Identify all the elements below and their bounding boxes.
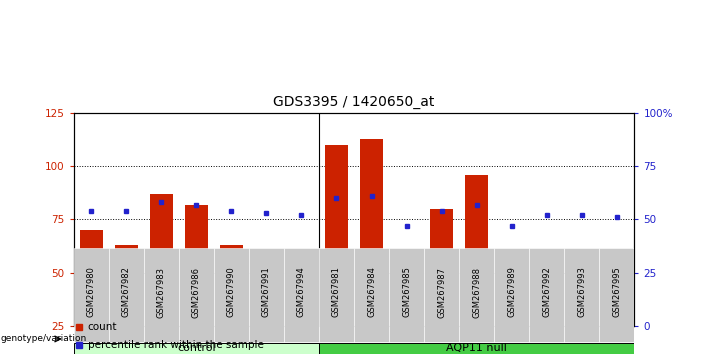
Text: GSM267987: GSM267987 [437,267,446,318]
Text: GSM267990: GSM267990 [227,267,236,318]
Bar [430,209,453,326]
Bar [360,139,383,326]
Bar [325,145,348,326]
Text: GSM267982: GSM267982 [122,267,130,318]
Bar [564,248,599,342]
Bar [501,324,523,326]
Bar [109,248,144,342]
Bar [494,248,529,342]
Text: AQP11 null: AQP11 null [447,343,507,353]
Text: GSM267986: GSM267986 [192,267,200,318]
Bar [284,248,319,342]
Bar [144,248,179,342]
Bar [179,248,214,342]
Text: GSM267993: GSM267993 [578,267,586,318]
Bar [599,248,634,342]
Bar [185,205,207,326]
Text: genotype/variation: genotype/variation [1,335,87,343]
Text: GSM267981: GSM267981 [332,267,341,318]
Text: GSM267983: GSM267983 [157,267,165,318]
Bar [74,248,109,342]
Bar [606,302,628,326]
Text: count: count [88,322,117,332]
Bar [354,248,389,342]
Bar [74,343,319,354]
Text: GSM267988: GSM267988 [472,267,481,318]
Bar [290,307,313,326]
Text: percentile rank within the sample: percentile rank within the sample [88,340,264,350]
Bar [424,248,459,342]
Text: GSM267985: GSM267985 [402,267,411,318]
Bar [536,281,558,326]
Bar [115,245,137,326]
Bar [249,248,284,342]
Bar [571,281,593,326]
Bar [395,324,418,326]
Bar [255,266,278,326]
Text: control: control [177,343,216,353]
Bar [389,248,424,342]
Bar [529,248,564,342]
Text: GSM267991: GSM267991 [262,267,271,318]
Text: GSM267989: GSM267989 [508,267,516,318]
Bar [319,248,354,342]
Title: GDS3395 / 1420650_at: GDS3395 / 1420650_at [273,96,435,109]
Text: GSM267994: GSM267994 [297,267,306,318]
Bar [319,343,634,354]
Bar [459,248,494,342]
Text: GSM267992: GSM267992 [543,267,551,318]
Text: GSM267980: GSM267980 [87,267,95,318]
Text: GSM267995: GSM267995 [613,267,621,318]
Bar [80,230,102,326]
Bar [465,175,488,326]
Bar [220,245,243,326]
Bar [214,248,249,342]
Text: GSM267984: GSM267984 [367,267,376,318]
Bar [150,194,172,326]
